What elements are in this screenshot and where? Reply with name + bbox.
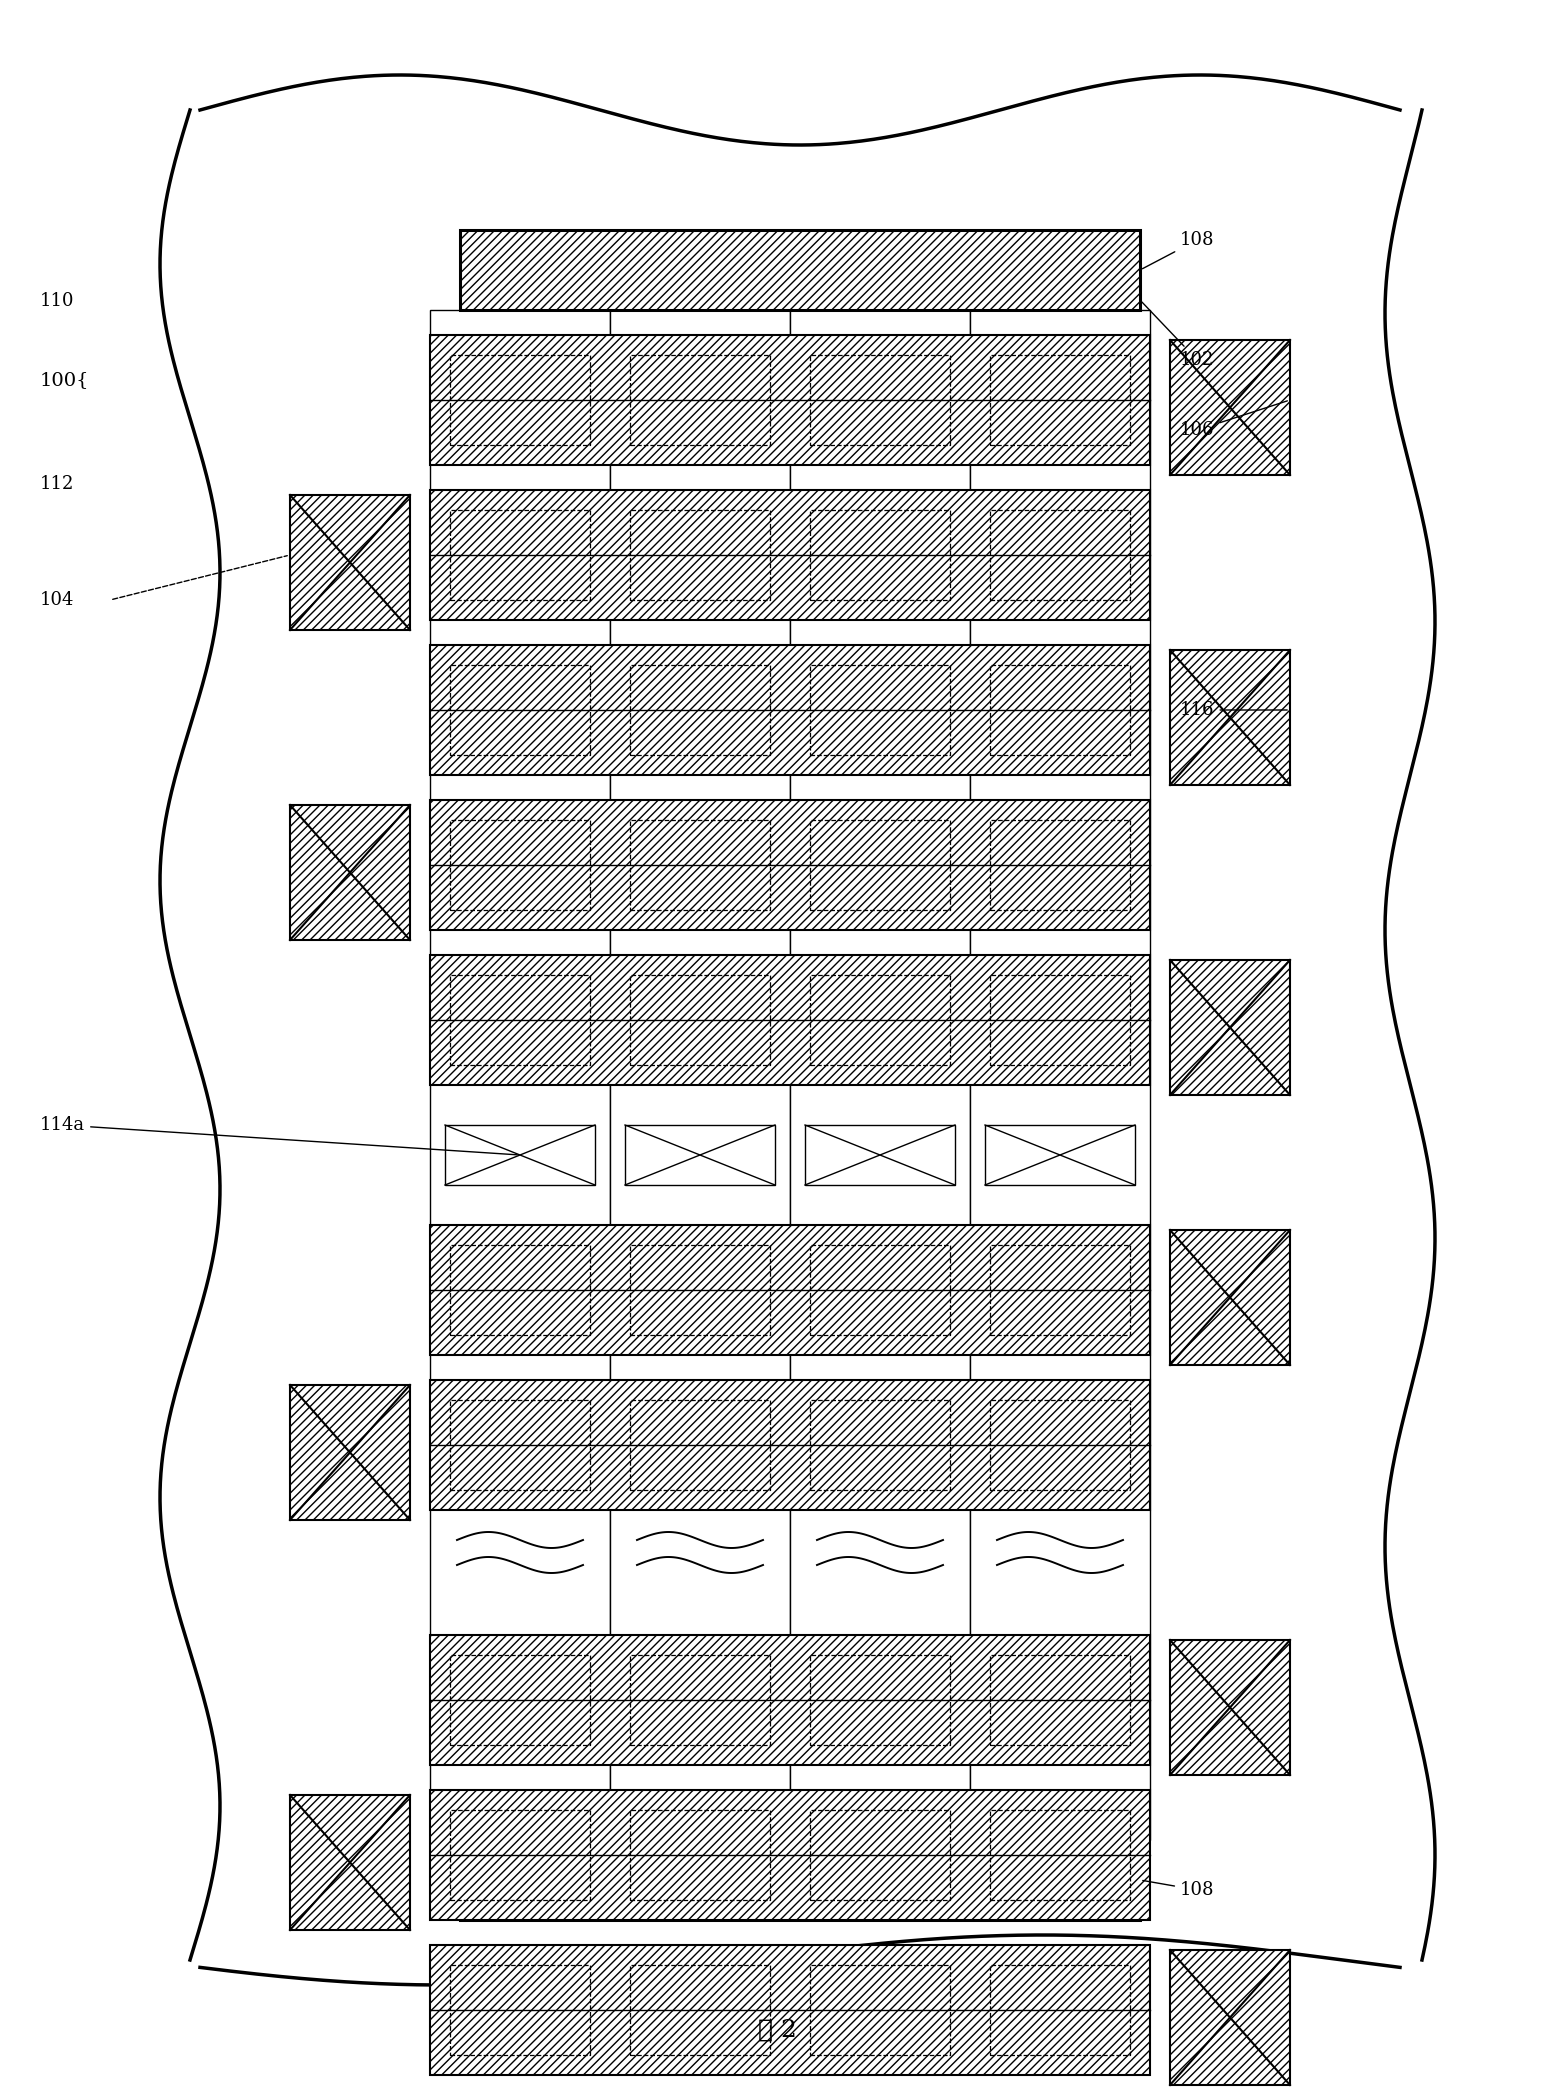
Polygon shape <box>805 1124 956 1185</box>
Text: 108: 108 <box>1142 1881 1215 1900</box>
Text: 102: 102 <box>1142 303 1214 370</box>
Polygon shape <box>444 1124 595 1185</box>
Polygon shape <box>460 230 1141 309</box>
Polygon shape <box>291 1795 410 1929</box>
Polygon shape <box>430 1634 1150 1764</box>
Text: 108: 108 <box>1142 232 1215 270</box>
Text: 106: 106 <box>1179 401 1287 439</box>
Text: 图 2: 图 2 <box>757 2019 797 2042</box>
Text: 110: 110 <box>40 293 75 309</box>
Polygon shape <box>1170 1231 1290 1365</box>
Polygon shape <box>460 1839 1141 1921</box>
Text: 100{: 100{ <box>40 372 90 389</box>
Polygon shape <box>789 309 970 1839</box>
Polygon shape <box>430 309 611 1839</box>
Polygon shape <box>430 1946 1150 2075</box>
Polygon shape <box>430 489 1150 621</box>
Polygon shape <box>611 309 789 1839</box>
Text: 104: 104 <box>40 591 75 608</box>
Polygon shape <box>625 1124 775 1185</box>
Polygon shape <box>1170 341 1290 474</box>
Polygon shape <box>430 334 1150 464</box>
Polygon shape <box>1170 1641 1290 1774</box>
Polygon shape <box>985 1124 1134 1185</box>
Polygon shape <box>430 955 1150 1085</box>
Polygon shape <box>430 646 1150 775</box>
Polygon shape <box>291 495 410 629</box>
Polygon shape <box>1170 650 1290 786</box>
Polygon shape <box>430 1789 1150 1921</box>
Polygon shape <box>970 309 1150 1839</box>
Polygon shape <box>291 805 410 940</box>
Text: 116: 116 <box>1179 700 1287 719</box>
Polygon shape <box>1170 959 1290 1095</box>
Polygon shape <box>291 1386 410 1519</box>
Polygon shape <box>1170 1950 1290 2086</box>
Polygon shape <box>430 1379 1150 1509</box>
Polygon shape <box>430 800 1150 930</box>
Text: 112: 112 <box>40 474 75 493</box>
Text: 114a: 114a <box>40 1116 517 1156</box>
Polygon shape <box>430 1225 1150 1354</box>
